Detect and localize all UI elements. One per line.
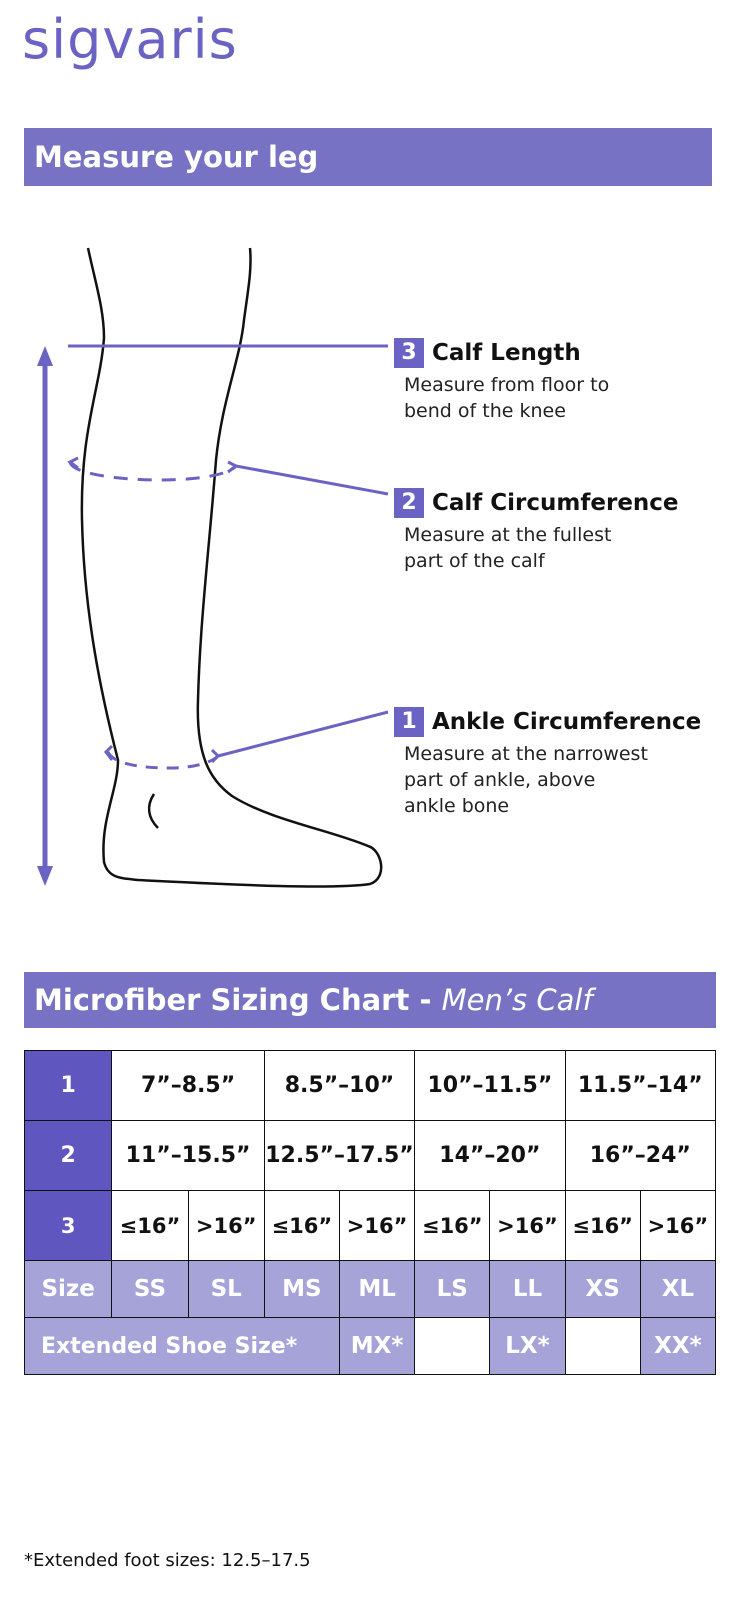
desc-line: Measure from floor to	[404, 374, 610, 396]
sigvaris-logo: sigvaris	[22, 8, 238, 71]
extended-size-cell: XX*	[639, 1317, 717, 1375]
table-cell: 8.5”–10”	[263, 1050, 416, 1121]
size-cell: MS	[263, 1260, 340, 1318]
ankle-circumference-pointer	[217, 710, 389, 758]
sizing-chart-table: 1 7”–8.5” 8.5”–10” 10”–11.5” 11.5”–14” 2…	[23, 1050, 717, 1375]
table-row: 3 ≤16” >16” ≤16” >16” ≤16” >16” ≤16” >16…	[23, 1190, 717, 1261]
size-label: Size	[23, 1260, 113, 1318]
table-cell: 7”–8.5”	[111, 1050, 265, 1121]
table-cell: ≤16”	[263, 1190, 340, 1261]
leg-outline	[80, 247, 383, 888]
table-cell: >16”	[338, 1190, 416, 1261]
table-cell: ≤16”	[414, 1190, 491, 1261]
table-cell: >16”	[489, 1190, 566, 1261]
desc-line: Measure at the fullest	[404, 524, 612, 546]
ankle-bone-mark	[147, 793, 159, 829]
desc-line: Measure at the narrowest	[404, 743, 648, 765]
ankle-circumference-dashed	[106, 751, 220, 770]
measure-title: Ankle Circumference	[432, 709, 702, 735]
size-cell: XS	[564, 1260, 641, 1318]
footnote: *Extended foot sizes: 12.5–17.5	[24, 1550, 311, 1571]
table-cell: ≤16”	[111, 1190, 189, 1261]
table-cell: >16”	[187, 1190, 265, 1261]
extended-size-cell: LX*	[489, 1317, 566, 1375]
extended-size-cell	[564, 1317, 641, 1375]
calf-length-label: 3 Calf Length Measure from floor to bend …	[394, 338, 609, 424]
extended-size-row: Extended Shoe Size* MX* LX* XX*	[24, 1317, 717, 1375]
arrow-head-bottom	[37, 866, 53, 886]
row-head: 3	[23, 1190, 113, 1261]
desc-line: part of the calf	[404, 550, 545, 572]
sizing-chart-title-italic: Men’s Calf	[441, 983, 593, 1017]
table-cell: 10”–11.5”	[414, 1050, 566, 1121]
size-cell: SL	[187, 1260, 265, 1318]
extended-size-label: Extended Shoe Size*	[24, 1317, 340, 1375]
table-cell: 12.5”–17.5”	[263, 1120, 416, 1191]
leg-diagram	[37, 247, 389, 888]
step-number: 1	[394, 707, 424, 737]
desc-line: ankle bone	[404, 795, 510, 817]
size-cell: LL	[489, 1260, 566, 1318]
table-row: 2 11”–15.5” 12.5”–17.5” 14”–20” 16”–24”	[23, 1120, 717, 1191]
size-cell: ML	[338, 1260, 416, 1318]
size-cell: SS	[111, 1260, 189, 1318]
table-row: 1 7”–8.5” 8.5”–10” 10”–11.5” 11.5”–14”	[23, 1050, 717, 1121]
table-cell: 14”–20”	[414, 1120, 566, 1191]
step-number: 3	[394, 338, 424, 368]
table-cell: 11.5”–14”	[564, 1050, 717, 1121]
measure-title: Calf Circumference	[432, 490, 679, 516]
table-cell: ≤16”	[564, 1190, 641, 1261]
extended-size-cell	[414, 1317, 491, 1375]
calf-circumference-dashed	[68, 461, 238, 482]
table-cell: 16”–24”	[564, 1120, 717, 1191]
row-head: 2	[23, 1120, 113, 1191]
size-cell: LS	[414, 1260, 491, 1318]
calf-circumference-label: 2 Calf Circumference Measure at the fulle…	[394, 488, 679, 574]
measure-section-title: Measure your leg	[24, 128, 712, 186]
sizing-chart-title-main: Microfiber Sizing Chart -	[34, 983, 442, 1017]
size-row: Size SS SL MS ML LS LL XS XL	[23, 1260, 717, 1318]
extended-size-cell: MX*	[338, 1317, 416, 1375]
desc-line: part of ankle, above	[404, 769, 596, 791]
table-cell: >16”	[639, 1190, 717, 1261]
size-cell: XL	[639, 1260, 717, 1318]
desc-line: bend of the knee	[404, 400, 566, 422]
step-number: 2	[394, 488, 424, 518]
row-head: 1	[23, 1050, 113, 1121]
ankle-circumference-label: 1 Ankle Circumference Measure at the narr…	[394, 707, 701, 819]
calf-circumference-pointer	[235, 464, 389, 496]
sizing-chart-title: Microfiber Sizing Chart - Men’s Calf	[24, 972, 716, 1028]
arrow-head-top	[37, 346, 53, 366]
table-cell: 11”–15.5”	[111, 1120, 265, 1191]
measure-title: Calf Length	[432, 340, 581, 366]
